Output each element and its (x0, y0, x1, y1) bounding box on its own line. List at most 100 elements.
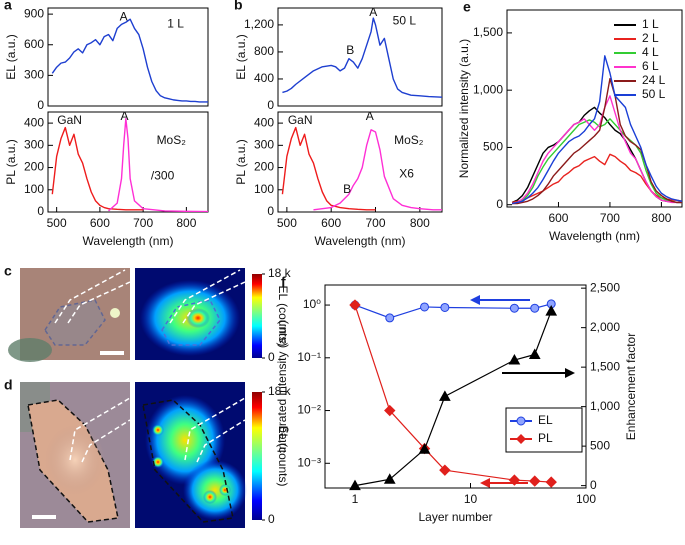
y-tick-label: 10⁻¹ (297, 350, 321, 364)
marker (529, 475, 541, 487)
y2-tick-label: 1,000 (590, 399, 620, 413)
legend-label: 1 L (642, 17, 659, 31)
legend-label: PL (538, 431, 553, 445)
legend-box (505, 407, 583, 453)
y2-tick-label: 2,000 (590, 320, 620, 334)
colorbar-tick-label: 18 k (268, 384, 292, 398)
annotation: X6 (399, 166, 414, 180)
x-tick-label: 700 (365, 216, 385, 230)
y2-tick-label: 0 (590, 478, 597, 492)
legend-label: 2 L (642, 31, 659, 45)
marker (545, 476, 557, 488)
optical-image-d (20, 382, 131, 528)
series-line (354, 304, 552, 483)
colorbar-tick-label: 0 (268, 350, 275, 364)
x-tick-label: 700 (600, 211, 620, 225)
y-tick-label: 10⁻² (297, 403, 321, 417)
marker (528, 348, 541, 360)
y-tick-label: 200 (24, 160, 44, 174)
y-axis-label: Integrated intensity (a.u.) (275, 320, 289, 453)
x-tick-label: 600 (321, 216, 341, 230)
annotation: 1 L (167, 17, 184, 31)
panel-label: c (4, 263, 12, 279)
plot-frame (277, 111, 443, 213)
plot-frame (47, 111, 209, 213)
annotation: A (121, 109, 129, 123)
y-tick-label: 10⁰ (303, 297, 321, 311)
x-tick-label: 600 (90, 216, 110, 230)
series-line (511, 55, 682, 205)
plot-frame (506, 9, 683, 208)
marker (349, 479, 361, 491)
x-tick-label: 100 (576, 492, 596, 506)
x-tick-label: 700 (133, 216, 153, 230)
y-tick-label: 0 (267, 98, 274, 112)
marker (508, 354, 521, 365)
panel-label: a (4, 0, 12, 13)
annotation: /300 (151, 169, 175, 183)
legend-label: 6 L (642, 59, 659, 73)
annotation: GaN (57, 113, 82, 127)
y-tick-label: 400 (254, 115, 274, 129)
y2-tick-label: 1,500 (590, 359, 620, 373)
y2-tick-label: 500 (590, 438, 610, 452)
legend-label: EL (538, 413, 553, 427)
colorbar-tick-label: 0 (268, 512, 275, 526)
y-tick-label: 0 (37, 204, 44, 218)
el-map-d (135, 382, 247, 528)
x-tick-label: 500 (47, 216, 67, 230)
series-line (511, 95, 682, 205)
annotation: 50 L (393, 14, 417, 28)
legend-marker (516, 416, 526, 426)
y-tick-label: 300 (24, 68, 44, 82)
x-axis-label: Layer number (418, 510, 492, 524)
series-line (511, 118, 682, 205)
y-tick-label: 200 (254, 160, 274, 174)
colorbar-label: EL (counts) (276, 286, 290, 347)
x-tick-label: 800 (651, 211, 671, 225)
y-axis-label: PL (a.u.) (234, 139, 248, 185)
annotation: MoS₂ (394, 133, 424, 147)
marker (420, 302, 430, 312)
y-tick-label: 1,000 (473, 82, 503, 96)
x-tick-label: 500 (277, 216, 297, 230)
y-tick-label: 900 (24, 6, 44, 20)
series-line (282, 17, 442, 98)
annotation: A (366, 109, 374, 123)
y-axis-label: PL (a.u.) (4, 139, 18, 185)
x-tick-label: 600 (548, 211, 568, 225)
series-line (512, 78, 682, 205)
panel-label: d (4, 377, 13, 393)
marker (439, 464, 451, 476)
y-axis-label: EL (a.u.) (234, 34, 248, 80)
y-tick-label: 400 (254, 71, 274, 85)
el-map-c (135, 268, 246, 360)
annotation: GaN (288, 113, 313, 127)
legend-marker (516, 434, 526, 444)
marker (545, 305, 558, 316)
series-line (51, 126, 144, 211)
plot-frame (324, 284, 587, 489)
x-tick-label: 800 (176, 216, 196, 230)
y-tick-label: 0 (267, 204, 274, 218)
marker (418, 443, 431, 454)
y-tick-label: 600 (24, 37, 44, 51)
y-tick-label: 800 (254, 44, 274, 58)
marker (383, 473, 396, 484)
colorbar (252, 392, 262, 520)
y-tick-label: 1,500 (473, 25, 503, 39)
y-tick-label: 300 (254, 138, 274, 152)
arrows (470, 295, 575, 488)
marker (509, 303, 519, 313)
optical-image-c (8, 268, 131, 362)
annotation: A (120, 9, 128, 23)
series-line (51, 18, 208, 103)
y-tick-label: 1,200 (244, 17, 274, 31)
panel-label: b (234, 0, 243, 13)
colorbar (252, 274, 262, 358)
panel-label: f (281, 274, 286, 290)
x-axis-label: Wavelength (nm) (315, 234, 406, 248)
x-tick-label: 10 (464, 492, 478, 506)
colorbar-tick-label: 18 k (268, 266, 292, 280)
